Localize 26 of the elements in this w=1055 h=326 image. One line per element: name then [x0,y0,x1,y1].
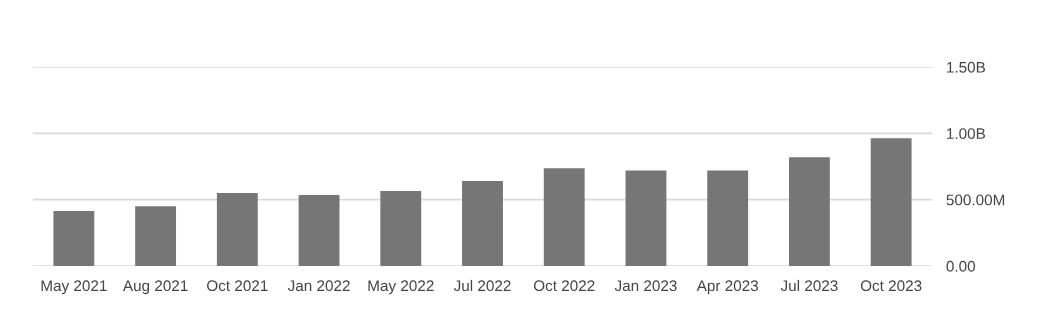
bar [380,191,422,266]
x-tick-label: Oct 2023 [860,280,922,292]
y-tick-label: 1.00B [947,128,986,140]
y-tick-label: 0.00 [946,260,976,272]
x-tick-label: Oct 2022 [533,280,595,292]
bar [707,170,749,266]
x-tick-label: Jan 2023 [614,280,677,292]
bar [788,157,830,266]
bar [870,138,912,266]
x-tick-label: Oct 2021 [207,280,268,292]
x-tick-label: Apr 2023 [696,280,759,295]
x-tick-label: May 2021 [41,280,107,295]
x-tick-label: Jul 2022 [453,279,511,292]
x-tick-label: Jan 2022 [287,280,350,292]
bar [625,170,667,266]
bar [216,193,258,266]
bar [298,195,340,266]
x-tick-label: Jul 2023 [780,279,838,292]
y-tick-label: 500.00M [946,194,1005,206]
bar [543,168,585,266]
bar [135,206,177,266]
x-tick-label: Aug 2021 [122,280,188,295]
bar [53,210,95,266]
y-tick-label: 1.50B [947,61,986,73]
bar [462,181,503,266]
x-tick-label: May 2022 [368,280,434,295]
